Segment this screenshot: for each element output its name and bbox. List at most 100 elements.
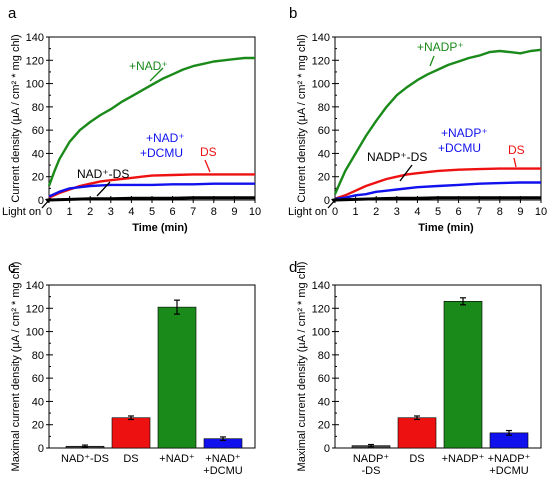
y-tick-label: 60 [32, 373, 44, 385]
plot-frame [334, 284, 542, 449]
x-tick-label: 5 [435, 206, 441, 218]
x-axis-label: Time (min) [132, 222, 188, 234]
panel-letter-a: a [8, 5, 17, 22]
x-axis-label: Time (min) [418, 222, 474, 234]
bar-2 [443, 300, 483, 449]
y-tick-label: 100 [26, 327, 44, 339]
y-tick-label: 140 [312, 32, 330, 44]
panel-d: d 0 20 40 60 80 100 120 140 Maximal current densi… [289, 259, 542, 477]
y-tick-label: 20 [318, 172, 330, 184]
y-tick-label: 40 [32, 396, 44, 408]
category-label-3: +DCMU [203, 465, 242, 477]
annotation-pointer-0 [429, 55, 435, 67]
y-tick-label: 140 [26, 32, 44, 44]
category-label-3: +NAD⁺ [205, 453, 241, 465]
y-tick-label: 120 [26, 303, 44, 315]
category-label-0: -DS [362, 465, 381, 477]
y-tick-label: 100 [312, 79, 330, 91]
y-tick-label: 20 [32, 172, 44, 184]
x-tick-label: 0 [332, 206, 338, 218]
y-tick-label: 80 [318, 102, 330, 114]
y-tick-label: 140 [26, 280, 44, 292]
y-tick-label: 0 [38, 195, 44, 207]
x-tick-label: 1 [353, 206, 359, 218]
y-tick-label: 40 [318, 396, 330, 408]
light-on-arrowhead [331, 198, 337, 203]
y-tick-label: 80 [32, 102, 44, 114]
category-label-1: DS [409, 453, 424, 465]
series-annotation-4: NADP⁺-DS [367, 150, 427, 164]
category-label-3: +NADP⁺ [488, 453, 531, 465]
y-axis-label: Maximal current density (µA / cm² * mg c… [296, 262, 308, 472]
x-tick-label: 4 [128, 206, 134, 218]
category-label-2: +NADP⁺ [442, 453, 485, 465]
x-tick-label: 6 [456, 206, 462, 218]
light-on-label: Light on [288, 206, 327, 218]
series-line-2 [334, 181, 541, 200]
y-tick-label: 140 [312, 280, 330, 292]
series-line-3 [48, 196, 255, 202]
annotation-pointer-1 [204, 159, 211, 173]
annotation-pointer-0 [149, 67, 164, 82]
category-label-0: NAD⁺-DS [61, 453, 109, 465]
x-tick-label: 7 [190, 206, 196, 218]
plot-frame [334, 36, 542, 201]
panel-letter-b: b [289, 5, 297, 22]
y-axis-label: Current density (µA / cm² * mg chl) [10, 34, 22, 202]
x-tick-label: 0 [46, 206, 52, 218]
y-axis-label: Maximal current density (µA / cm² * mg c… [10, 262, 22, 472]
y-tick-label: 100 [26, 79, 44, 91]
x-tick-label: 1 [67, 206, 73, 218]
series-annotation-3: DS [200, 145, 217, 159]
x-tick-label: 3 [394, 206, 400, 218]
plot-frame [48, 284, 256, 449]
series-annotation-4: NAD⁺-DS [77, 167, 129, 181]
x-tick-label: 8 [211, 206, 217, 218]
x-tick-label: 2 [373, 206, 379, 218]
light-on-arrowhead [45, 198, 51, 203]
category-label-3: +DCMU [489, 465, 528, 477]
bar-1 [111, 417, 151, 449]
panel-c: c 0 20 40 60 80 100 120 140 Maximal current densi… [8, 259, 256, 477]
y-tick-label: 20 [32, 420, 44, 432]
y-tick-label: 0 [38, 443, 44, 455]
x-tick-label: 6 [170, 206, 176, 218]
panel-letter-c: c [8, 259, 16, 276]
annotation-pointer-2 [399, 164, 413, 182]
annotation-pointer-2 [96, 181, 111, 197]
series-annotation-1: +NADP⁺ [441, 126, 488, 140]
annotation-pointer-1 [513, 157, 517, 168]
bar-2 [157, 306, 197, 449]
x-tick-label: 9 [517, 206, 523, 218]
series-annotation-2: +DCMU [438, 141, 481, 155]
y-tick-label: 120 [26, 55, 44, 67]
series-annotation-1: +NAD⁺ [146, 131, 185, 145]
y-tick-label: 20 [318, 420, 330, 432]
series-line-1 [334, 167, 541, 200]
x-tick-label: 7 [476, 206, 482, 218]
y-tick-label: 0 [324, 443, 330, 455]
category-label-2: +NAD⁺ [159, 453, 195, 465]
x-tick-label: 4 [414, 206, 420, 218]
y-tick-label: 60 [318, 125, 330, 137]
y-tick-label: 80 [318, 350, 330, 362]
y-tick-label: 100 [312, 327, 330, 339]
y-tick-label: 120 [312, 303, 330, 315]
series-line-3 [334, 196, 541, 202]
category-label-0: NADP⁺ [353, 453, 390, 465]
x-tick-label: 8 [497, 206, 503, 218]
category-label-1: DS [123, 453, 138, 465]
y-tick-label: 80 [32, 350, 44, 362]
x-tick-label: 10 [249, 206, 261, 218]
y-tick-label: 40 [32, 148, 44, 160]
series-line-0 [333, 48, 542, 195]
x-tick-label: 9 [231, 206, 237, 218]
bar-1 [397, 417, 437, 449]
series-annotation-3: DS [508, 143, 525, 157]
series-annotation-2: +DCMU [140, 146, 183, 160]
y-tick-label: 120 [312, 55, 330, 67]
y-tick-label: 40 [318, 148, 330, 160]
